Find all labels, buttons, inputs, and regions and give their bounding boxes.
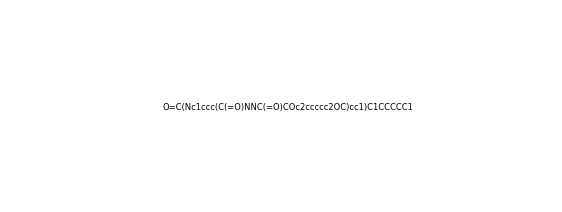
Text: O=C(Nc1ccc(C(=O)NNC(=O)COc2ccccc2OC)cc1)C1CCCCC1: O=C(Nc1ccc(C(=O)NNC(=O)COc2ccccc2OC)cc1)… [162,103,414,112]
